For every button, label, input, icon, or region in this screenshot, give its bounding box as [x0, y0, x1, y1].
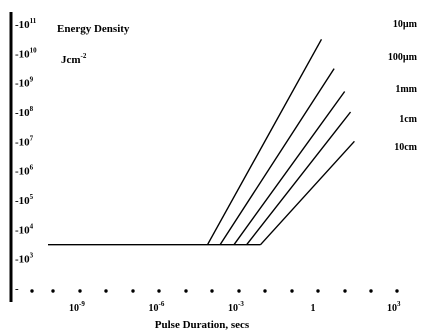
x-tick-label: 10-6	[149, 300, 165, 314]
y-tick-label: -109	[15, 76, 34, 90]
series-line	[246, 111, 352, 246]
x-tick-label: 10-3	[228, 300, 244, 314]
y-unit-label: Jcm-2	[61, 52, 87, 66]
x-axis-dot	[104, 289, 108, 293]
y-tick-label: -1010	[15, 46, 37, 60]
series-lines: 10µm 100µm 1mm 1cm 10cm	[48, 19, 418, 246]
x-axis-dot	[395, 289, 399, 293]
chart-title: Energy Density	[57, 23, 130, 35]
x-axis-dots	[30, 289, 399, 293]
x-axis-dot	[78, 289, 82, 293]
series-label: 1cm	[399, 114, 417, 125]
y-tick-label: -106	[15, 164, 34, 178]
y-tick-label: -107	[15, 134, 34, 148]
x-axis-dot	[343, 289, 347, 293]
y-tick-label: -105	[15, 193, 34, 207]
x-axis-label: Pulse Duration, secs	[155, 319, 250, 331]
x-axis-dot	[237, 289, 241, 293]
x-axis-dot	[30, 289, 34, 293]
series-line	[233, 91, 346, 246]
x-axis-dot	[316, 289, 320, 293]
x-axis-dot	[263, 289, 267, 293]
x-tick-labels: 10-9 10-6 10-3 1 103	[69, 300, 401, 314]
x-tick-label: 103	[387, 300, 401, 314]
x-axis-dot	[290, 289, 294, 293]
x-axis-dot	[131, 289, 135, 293]
y-tick-label: -103	[15, 252, 34, 266]
x-tick-label: 10-9	[69, 300, 85, 314]
x-axis-dot	[157, 289, 161, 293]
series-label: 100µm	[388, 52, 418, 63]
y-tick-label: -	[15, 283, 19, 295]
x-axis-dot	[369, 289, 373, 293]
y-tick-label: -1011	[15, 17, 37, 31]
series-label: 10µm	[393, 19, 418, 30]
y-tick-label: -104	[15, 222, 34, 236]
series-label: 1mm	[395, 84, 417, 95]
x-axis-dot	[210, 289, 214, 293]
series-line	[206, 38, 323, 246]
x-axis-dot	[51, 289, 55, 293]
y-tick-label: -108	[15, 105, 34, 119]
y-tick-labels: -1011 -1010 -109 -108 -107 -106 -105 -104 -103 -	[15, 17, 37, 295]
series-line	[259, 140, 355, 246]
series-label: 10cm	[394, 142, 417, 153]
x-axis-dot	[184, 289, 188, 293]
x-tick-label: 1	[311, 303, 316, 314]
series-line	[219, 68, 335, 246]
